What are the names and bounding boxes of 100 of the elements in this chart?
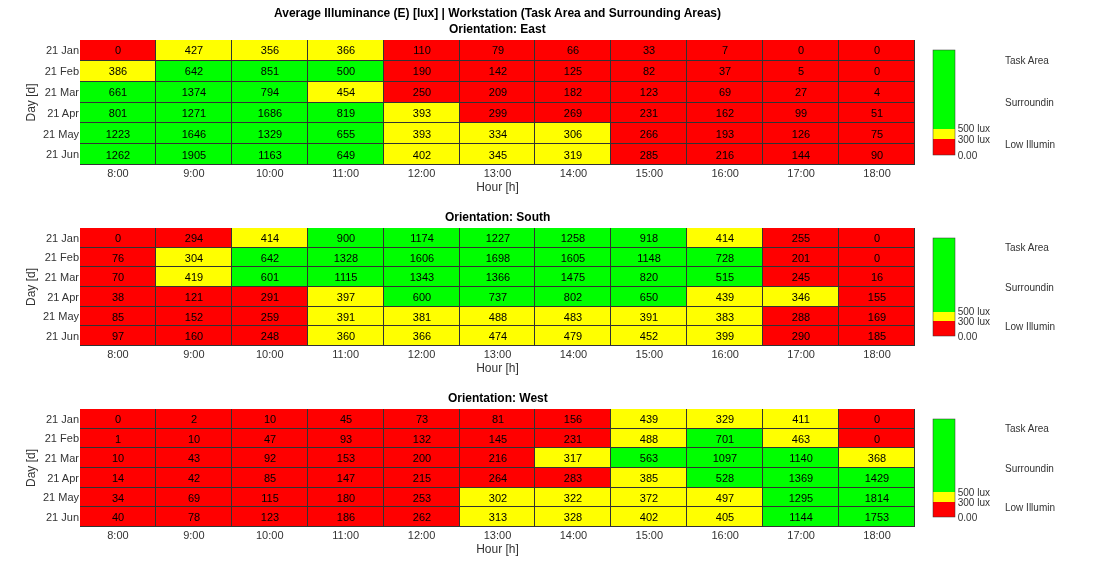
y-tick-label: 21 Apr [47, 290, 80, 303]
data-label: 0 [873, 43, 881, 56]
data-label: 319 [563, 148, 583, 161]
data-label: 153 [336, 451, 356, 464]
data-label: 264 [488, 471, 508, 484]
data-label: 93 [339, 432, 353, 445]
data-label: 737 [488, 290, 508, 303]
data-label: 76 [111, 251, 125, 264]
data-label: 0 [114, 43, 122, 56]
data-label: 43 [187, 451, 201, 464]
data-label: 454 [336, 85, 356, 98]
chart-title: Average Illuminance (E) [lux] | Workstation (Task Area and Surrounding Areas) [274, 6, 721, 20]
data-label: 33 [642, 43, 656, 56]
data-label: 45 [339, 412, 353, 425]
data-label: 1271 [181, 106, 207, 119]
data-label: 1905 [181, 148, 207, 161]
y-tick-label: 21 Mar [44, 85, 80, 98]
x-tick-label: 10:00 [256, 529, 284, 541]
data-label: 42 [187, 471, 201, 484]
x-tick-label: 16:00 [711, 348, 739, 360]
x-tick-label: 15:00 [635, 529, 664, 541]
data-label: 411 [792, 412, 810, 425]
x-tick-label: 14:00 [559, 167, 588, 179]
data-label: 152 [184, 310, 204, 323]
data-label: 345 [488, 148, 508, 161]
data-label: 1343 [409, 270, 435, 283]
y-tick-label: 21 Apr [47, 106, 80, 119]
data-label: 819 [336, 106, 356, 119]
x-tick-label: 11:00 [332, 348, 360, 360]
data-label: 90 [870, 148, 884, 161]
data-label: 900 [336, 231, 356, 244]
text: Low Illumin [1005, 502, 1056, 513]
color-bar-label: 0.00 [957, 511, 978, 523]
data-label: 528 [715, 471, 735, 484]
data-label: 79 [491, 43, 505, 56]
color-bar-label: 300 lux [957, 133, 990, 145]
data-label: 381 [412, 310, 432, 323]
data-label: 385 [639, 471, 659, 484]
data-label: 393 [412, 106, 432, 119]
data-label: 144 [791, 148, 811, 161]
data-label: 1328 [333, 251, 359, 264]
y-tick-label: 21 Apr [47, 471, 80, 484]
y-axis-title: Day [d] [24, 267, 39, 307]
y-tick-label: 21 Jan [45, 44, 79, 57]
data-label: 1429 [864, 471, 890, 484]
x-tick-label: 9:00 [183, 529, 205, 541]
data-label: 642 [260, 251, 280, 264]
data-label: 182 [563, 85, 583, 98]
data-label: 0 [873, 412, 881, 425]
data-label: 193 [715, 127, 735, 140]
data-label: 160 [184, 329, 204, 342]
y-tick-label: 21 Mar [44, 271, 80, 284]
data-label: 313 [488, 510, 508, 523]
data-label: 85 [111, 310, 125, 323]
text: Surroundin [1005, 282, 1054, 293]
data-label: 317 [563, 451, 583, 464]
x-tick-label: 14:00 [559, 348, 588, 360]
y-axis-title: Day [d] [24, 83, 39, 122]
y-tick-label: 21 May [42, 491, 80, 504]
text: Task Area [1005, 423, 1050, 434]
data-label: 69 [187, 491, 201, 504]
data-label: 245 [791, 270, 811, 283]
y-tick-label: 21 Mar [44, 452, 80, 465]
text: Surroundin [1005, 97, 1054, 108]
data-label: 147 [336, 471, 356, 484]
data-label: 452 [639, 329, 659, 342]
data-label: 1698 [485, 251, 511, 264]
x-tick-label: 8:00 [107, 167, 129, 179]
x-tick-label: 11:00 [332, 529, 360, 541]
data-label: 1 [114, 432, 122, 445]
data-label: 16 [870, 270, 884, 283]
data-label: 356 [260, 43, 280, 56]
data-label: 439 [715, 290, 735, 303]
y-tick-label: 21 May [42, 310, 80, 323]
data-label: 655 [336, 127, 356, 140]
y-tick-label: 21 May [42, 127, 80, 140]
color-bar-label: 500 lux [957, 306, 990, 317]
data-label: 399 [715, 329, 735, 342]
data-label: 4 [873, 85, 881, 98]
x-axis-title: Hour [h] [476, 541, 519, 556]
data-label: 69 [718, 85, 732, 98]
data-label: 266 [639, 127, 659, 140]
data-label: 391 [639, 310, 659, 323]
x-axis-title: Hour [h] [476, 360, 519, 375]
data-label: 463 [791, 432, 811, 445]
data-label: 397 [336, 290, 356, 303]
color-bar-label: 0.00 [957, 330, 978, 342]
data-label: 0 [114, 412, 122, 425]
data-label: 474 [488, 329, 508, 342]
data-label: 500 [336, 64, 356, 77]
data-label: 661 [108, 85, 128, 98]
color-bar-label: 300 lux [957, 496, 990, 508]
y-tick-label: 21 Feb [44, 432, 79, 445]
data-label: 40 [111, 510, 125, 523]
data-label: 123 [260, 510, 280, 523]
x-tick-label: 18:00 [863, 348, 891, 360]
data-label: 201 [791, 251, 811, 264]
data-label: 85 [263, 471, 277, 484]
x-tick-label: 13:00 [483, 348, 512, 360]
data-label: 483 [563, 310, 583, 323]
